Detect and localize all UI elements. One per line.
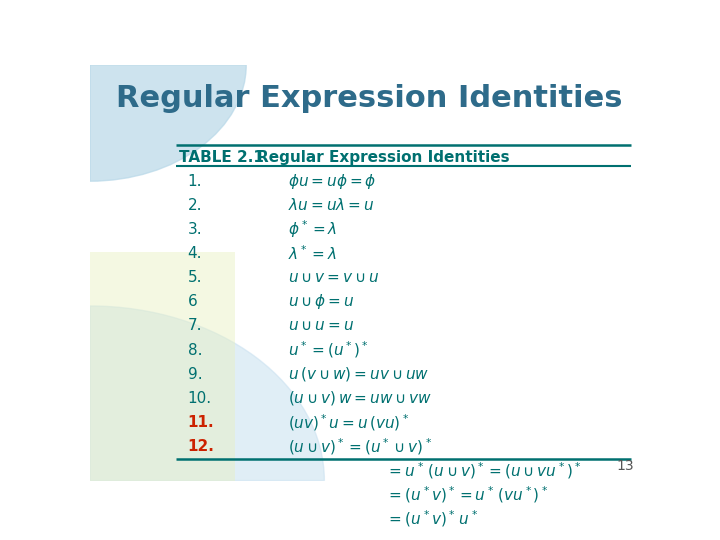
Text: $\lambda u = u\lambda = u$: $\lambda u = u\lambda = u$ bbox=[288, 197, 374, 213]
Text: 13: 13 bbox=[616, 459, 634, 473]
Text: 8.: 8. bbox=[188, 342, 202, 357]
Wedge shape bbox=[90, 306, 324, 481]
Text: Regular Expression Identities: Regular Expression Identities bbox=[116, 84, 622, 112]
Text: 9.: 9. bbox=[188, 367, 202, 382]
Text: Regular Expression Identities: Regular Expression Identities bbox=[258, 150, 510, 165]
Text: 7.: 7. bbox=[188, 319, 202, 333]
Text: $\lambda^* = \lambda$: $\lambda^* = \lambda$ bbox=[288, 244, 337, 263]
Text: 6: 6 bbox=[188, 294, 197, 309]
Text: 1.: 1. bbox=[188, 174, 202, 188]
Text: 5.: 5. bbox=[188, 270, 202, 285]
Wedge shape bbox=[90, 65, 246, 181]
Text: 10.: 10. bbox=[188, 391, 212, 406]
Text: $\phi^* = \lambda$: $\phi^* = \lambda$ bbox=[288, 219, 338, 240]
Text: $u \cup \phi = u$: $u \cup \phi = u$ bbox=[288, 292, 355, 311]
Text: $u \cup u = u$: $u \cup u = u$ bbox=[288, 319, 354, 333]
Text: $u \cup v = v \cup u$: $u \cup v = v \cup u$ bbox=[288, 270, 379, 285]
Text: $(uv)^*u = u\,(vu)^*$: $(uv)^*u = u\,(vu)^*$ bbox=[288, 412, 409, 433]
Text: $= (u^*v)^* = u^*\,(vu^*)^*$: $= (u^*v)^* = u^*\,(vu^*)^*$ bbox=[386, 484, 548, 505]
Text: 2.: 2. bbox=[188, 198, 202, 213]
Text: $u^* = (u^*)^*$: $u^* = (u^*)^*$ bbox=[288, 340, 369, 360]
Text: TABLE 2.1: TABLE 2.1 bbox=[179, 150, 264, 165]
Text: 3.: 3. bbox=[188, 222, 202, 237]
Text: 11.: 11. bbox=[188, 415, 215, 430]
Text: $= u^*\,(u \cup v)^* = (u \cup vu^*)^*$: $= u^*\,(u \cup v)^* = (u \cup vu^*)^*$ bbox=[386, 460, 581, 481]
Text: $(u \cup v)^* = (u^* \cup v)^*$: $(u \cup v)^* = (u^* \cup v)^*$ bbox=[288, 436, 432, 457]
Text: $(u \cup v)\,w = uw \cup vw$: $(u \cup v)\,w = uw \cup vw$ bbox=[288, 389, 432, 407]
Text: $\phi u = u\phi = \phi$: $\phi u = u\phi = \phi$ bbox=[288, 172, 377, 191]
Text: $u\,(v \cup w) = uv \cup uw$: $u\,(v \cup w) = uv \cup uw$ bbox=[288, 365, 429, 383]
Text: 12.: 12. bbox=[188, 439, 215, 454]
Text: $= (u^*v)^*\,u^*$: $= (u^*v)^*\,u^*$ bbox=[386, 509, 478, 529]
Text: 4.: 4. bbox=[188, 246, 202, 261]
FancyBboxPatch shape bbox=[90, 252, 235, 481]
